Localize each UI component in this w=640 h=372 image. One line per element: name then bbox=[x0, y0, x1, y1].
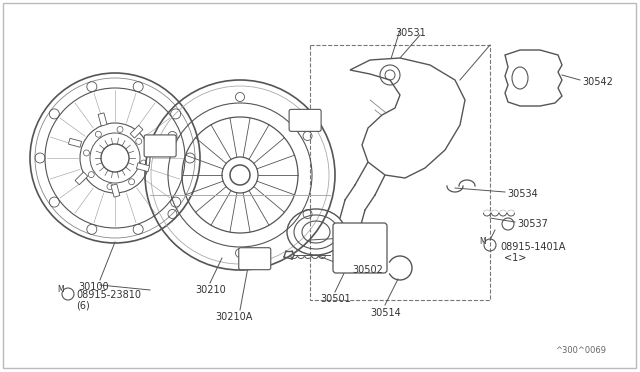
Text: 30537: 30537 bbox=[517, 219, 548, 229]
FancyBboxPatch shape bbox=[289, 109, 321, 131]
Text: 30531: 30531 bbox=[395, 28, 426, 38]
Bar bbox=[136, 163, 150, 171]
Bar bbox=[98, 113, 107, 126]
Text: 30534: 30534 bbox=[507, 189, 538, 199]
Text: 30210: 30210 bbox=[195, 285, 226, 295]
Text: 30100: 30100 bbox=[78, 282, 109, 292]
Bar bbox=[75, 172, 88, 185]
Text: <1>: <1> bbox=[504, 253, 526, 263]
Bar bbox=[111, 184, 120, 197]
Polygon shape bbox=[350, 58, 465, 178]
Text: 30501: 30501 bbox=[320, 294, 351, 304]
Text: 30502: 30502 bbox=[352, 265, 383, 275]
Text: 08915-23810: 08915-23810 bbox=[76, 290, 141, 300]
Polygon shape bbox=[505, 50, 562, 106]
FancyBboxPatch shape bbox=[144, 135, 176, 157]
Text: 30210A: 30210A bbox=[215, 312, 252, 322]
Bar bbox=[130, 125, 143, 138]
Bar bbox=[68, 138, 81, 147]
FancyBboxPatch shape bbox=[333, 223, 387, 273]
Text: ^300^0069: ^300^0069 bbox=[555, 346, 606, 355]
Text: (6): (6) bbox=[76, 301, 90, 311]
Bar bbox=[310, 45, 490, 300]
Text: 30542: 30542 bbox=[582, 77, 613, 87]
Text: 30514: 30514 bbox=[370, 308, 401, 318]
Text: M: M bbox=[480, 237, 486, 246]
Text: M: M bbox=[58, 285, 64, 295]
Text: 08915-1401A: 08915-1401A bbox=[500, 242, 565, 252]
FancyBboxPatch shape bbox=[239, 248, 271, 270]
